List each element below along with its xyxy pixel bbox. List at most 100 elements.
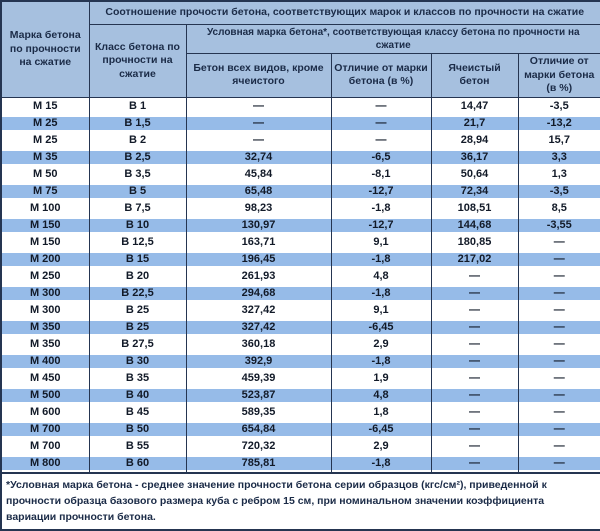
table-cell: 261,93 — [185, 267, 332, 285]
table-row: М 400 В 30 392,9 -1,8— — — [0, 352, 600, 370]
table-cell: — — [430, 454, 519, 473]
table-row: М 250 В 20 261,93 4,8— — — [0, 267, 600, 285]
table-cell: В 27,5 — [88, 335, 187, 353]
table-cell: М 800 — [0, 454, 90, 473]
table-row: М 700 В 55 720,32 2,9— — — [0, 437, 600, 455]
table-cell: М 500 — [0, 386, 90, 404]
header-otlichie-1: Отличие от марки бетона (в %) — [330, 53, 432, 98]
table-cell: -1,8 — [330, 454, 432, 473]
table-cell: М 350 — [0, 335, 90, 353]
table-row: М 150 В 10 130,97 -12,7 144,68 -3,55 — [0, 216, 600, 234]
table-cell: В 12,5 — [88, 233, 187, 251]
table-cell: 217,02 — [430, 250, 519, 268]
table-cell: М 200 — [0, 250, 90, 268]
table-cell: 14,47 — [430, 97, 519, 115]
table-cell: — — [517, 335, 600, 353]
table-cell: М 25 — [0, 114, 90, 132]
table-cell: 15,7 — [517, 131, 600, 149]
table-cell: 4,8 — [330, 267, 432, 285]
table-cell: -1,8 — [330, 250, 432, 268]
table-cell: — — [430, 267, 519, 285]
table-cell: М 15 — [0, 97, 90, 115]
table-cell: В 30 — [88, 352, 187, 370]
table-cell: 98,23 — [185, 199, 332, 217]
table-row: М 15 В 1— —14,47 -3,5 — [0, 97, 600, 115]
table-cell: В 55 — [88, 437, 187, 455]
table-cell: -6,45 — [330, 318, 432, 336]
table-body: М 15 В 1— —14,47 -3,5 М 25 В 1,5— —21,7 -13,2 М … — [0, 97, 600, 473]
table-cell: 360,18 — [185, 335, 332, 353]
table-cell: 785,81 — [185, 454, 332, 473]
table-cell: М 50 — [0, 165, 90, 183]
table-cell: 196,45 — [185, 250, 332, 268]
table-cell: 45,84 — [185, 165, 332, 183]
table-cell: М 75 — [0, 182, 90, 200]
table-cell: В 60 — [88, 454, 187, 473]
table-cell: В 25 — [88, 318, 187, 336]
table-cell: — — [517, 233, 600, 251]
table-cell: В 3,5 — [88, 165, 187, 183]
table-cell: 180,85 — [430, 233, 519, 251]
table-cell: — — [517, 369, 600, 387]
table-cell: -13,2 — [517, 114, 600, 132]
table-cell: — — [517, 437, 600, 455]
table-cell: — — [517, 250, 600, 268]
table-cell: М 600 — [0, 403, 90, 421]
table-cell: В 22,5 — [88, 284, 187, 302]
table-cell: М 450 — [0, 369, 90, 387]
table-cell: В 15 — [88, 250, 187, 268]
table-row: М 25 В 1,5— —21,7 -13,2 — [0, 114, 600, 132]
table-cell: — — [185, 97, 332, 115]
table-cell: -1,8 — [330, 199, 432, 217]
table-row: М 100 В 7,5 98,23 -1,8 108,51 8,5 — [0, 199, 600, 217]
table-cell: -6,5 — [330, 148, 432, 166]
header-yacheisty: Ячеистый бетон — [430, 53, 519, 98]
table-cell: 4,8 — [330, 386, 432, 404]
table-cell: 108,51 — [430, 199, 519, 217]
table-cell: -8,1 — [330, 165, 432, 183]
table-cell: 130,97 — [185, 216, 332, 234]
table-row: М 800 В 60 785,81 -1,8— — — [0, 454, 600, 473]
table-cell: — — [517, 352, 600, 370]
table-row: М 600 В 45 589,35 1,8— — — [0, 403, 600, 421]
table-cell: М 100 — [0, 199, 90, 217]
table-cell: В 50 — [88, 420, 187, 438]
table-cell: М 400 — [0, 352, 90, 370]
table-cell: 36,17 — [430, 148, 519, 166]
table-cell: В 35 — [88, 369, 187, 387]
table-cell: — — [517, 318, 600, 336]
table-cell: В 5 — [88, 182, 187, 200]
table-cell: 144,68 — [430, 216, 519, 234]
table-row: М 200 В 15 196,45 -1,8 217,02— — [0, 250, 600, 268]
table-cell: -6,45 — [330, 420, 432, 438]
table-cell: — — [185, 131, 332, 149]
table-cell: 65,48 — [185, 182, 332, 200]
table-cell: В 2 — [88, 131, 187, 149]
table-cell: В 20 — [88, 267, 187, 285]
table-cell: В 1,5 — [88, 114, 187, 132]
table-cell: 654,84 — [185, 420, 332, 438]
table-cell: М 700 — [0, 437, 90, 455]
table-cell: — — [430, 352, 519, 370]
table-cell: -12,7 — [330, 182, 432, 200]
table-cell: М 250 — [0, 267, 90, 285]
table-cell: 720,32 — [185, 437, 332, 455]
footnote: *Условная марка бетона - среднее значени… — [1, 471, 600, 530]
table-cell: — — [430, 284, 519, 302]
table-cell: -1,8 — [330, 284, 432, 302]
table-cell: 2,9 — [330, 335, 432, 353]
table-row: М 300 В 22,5 294,68 -1,8— — — [0, 284, 600, 302]
table-cell: — — [430, 369, 519, 387]
table-header: Марка бетона по прочности на сжатие Соот… — [0, 0, 600, 98]
table-cell: 294,68 — [185, 284, 332, 302]
table-cell: 392,9 — [185, 352, 332, 370]
table-cell: 327,42 — [185, 318, 332, 336]
table-row: М 450 В 35 459,39 1,9— — — [0, 369, 600, 387]
table-cell: 50,64 — [430, 165, 519, 183]
table-cell: 9,1 — [330, 301, 432, 319]
table-cell: В 2,5 — [88, 148, 187, 166]
table-cell: — — [330, 114, 432, 132]
header-beton-vseh-vidov: Бетон всех видов, кроме ячеистого — [185, 53, 332, 98]
table-cell: М 150 — [0, 233, 90, 251]
